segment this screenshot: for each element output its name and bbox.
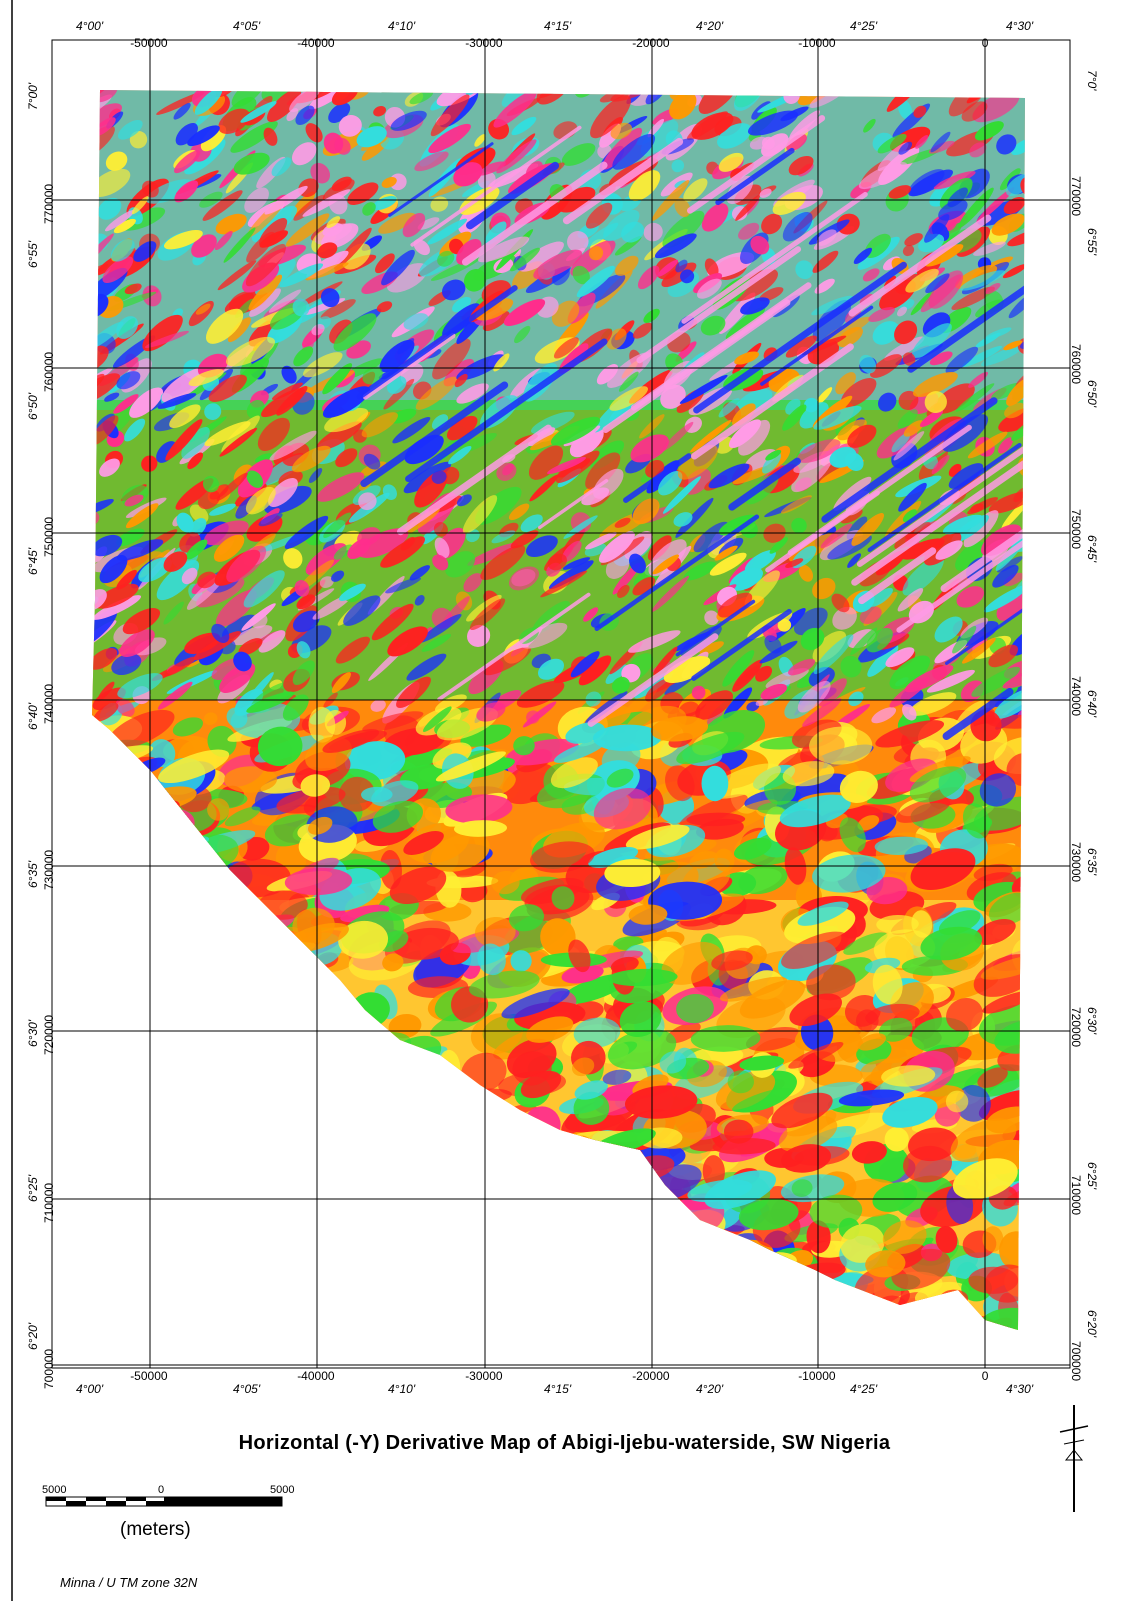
northing-tick-left: 700000 [42, 1349, 56, 1389]
longitude-tick-top: 4°20' [696, 19, 724, 33]
latitude-tick-left: 6°30' [26, 1019, 40, 1047]
scale-left-label: 5000 [42, 1484, 66, 1496]
magnetic-derivative-raster [92, 90, 1025, 1330]
map-frame [11, 0, 1071, 1601]
latitude-tick-left: 6°35' [26, 860, 40, 888]
longitude-tick-bottom: 4°15' [544, 1382, 572, 1396]
north-arrow-icon [1059, 1405, 1089, 1512]
latitude-tick-right: 6°40' [1085, 690, 1099, 718]
northing-tick-right: 710000 [1069, 1175, 1083, 1215]
longitude-tick-top: 4°05' [233, 19, 261, 33]
latitude-tick-right: 6°45' [1085, 535, 1099, 563]
latitude-tick-right: 6°50' [1085, 380, 1099, 408]
map-title: Horizontal (-Y) Derivative Map of Abigi-… [238, 1432, 891, 1454]
longitude-tick-bottom: 4°05' [233, 1382, 261, 1396]
longitude-tick-bottom: 4°00' [76, 1382, 104, 1396]
longitude-tick-bottom: 4°30' [1006, 1382, 1034, 1396]
projection-label: Minna / U TM zone 32N [60, 1575, 198, 1590]
easting-tick-bottom: -50000 [130, 1369, 168, 1383]
utm-grid [52, 40, 1070, 1368]
northing-tick-right: 770000 [1069, 176, 1083, 216]
latitude-tick-left: 6°25' [26, 1174, 40, 1202]
northing-tick-right: 720000 [1069, 1007, 1083, 1047]
northing-tick-right: 740000 [1069, 676, 1083, 716]
latitude-tick-left: 7°00' [26, 82, 40, 110]
northing-tick-left: 710000 [42, 1183, 56, 1223]
northing-tick-left: 770000 [42, 184, 56, 224]
longitude-tick-top: 4°30' [1006, 19, 1034, 33]
longitude-tick-top: 4°10' [388, 19, 416, 33]
easting-tick-bottom: -10000 [798, 1369, 836, 1383]
longitude-tick-bottom: 4°25' [850, 1382, 878, 1396]
latitude-tick-left: 6°40' [26, 702, 40, 730]
northing-tick-left: 760000 [42, 352, 56, 392]
latitude-tick-right: 6°35' [1085, 848, 1099, 876]
northing-tick-left: 730000 [42, 850, 56, 890]
latitude-tick-right: 6°55' [1085, 228, 1099, 256]
easting-tick-bottom: -40000 [297, 1369, 335, 1383]
latitude-tick-right: 6°25' [1085, 1162, 1099, 1190]
northing-tick-left: 750000 [42, 517, 56, 557]
scale-center-label: 0 [158, 1484, 164, 1496]
latitude-tick-right: 6°20' [1085, 1310, 1099, 1338]
easting-tick-top: -10000 [798, 36, 836, 50]
northing-tick-right: 700000 [1069, 1341, 1083, 1381]
easting-tick-top: 0 [982, 36, 989, 50]
scale-right-label: 5000 [270, 1484, 294, 1496]
easting-tick-bottom: -30000 [465, 1369, 503, 1383]
longitude-tick-top: 4°25' [850, 19, 878, 33]
latitude-tick-left: 6°50' [26, 392, 40, 420]
easting-tick-top: -40000 [297, 36, 335, 50]
easting-tick-bottom: 0 [982, 1369, 989, 1383]
scale-bar: 5000 0 5000 [42, 1484, 294, 1507]
northing-tick-right: 760000 [1069, 344, 1083, 384]
easting-tick-top: -30000 [465, 36, 503, 50]
easting-tick-top: -20000 [632, 36, 670, 50]
northing-tick-right: 730000 [1069, 842, 1083, 882]
longitude-tick-top: 4°00' [76, 19, 104, 33]
scale-units: (meters) [120, 1519, 191, 1540]
northing-tick-right: 750000 [1069, 509, 1083, 549]
longitude-tick-bottom: 4°20' [696, 1382, 724, 1396]
latitude-tick-right: 7°0' [1085, 70, 1099, 91]
easting-tick-bottom: -20000 [632, 1369, 670, 1383]
easting-tick-top: -50000 [130, 36, 168, 50]
latitude-tick-left: 6°55' [26, 240, 40, 268]
latitude-tick-left: 6°20' [26, 1322, 40, 1350]
longitude-tick-bottom: 4°10' [388, 1382, 416, 1396]
northing-tick-left: 740000 [42, 684, 56, 724]
latitude-tick-right: 6°30' [1085, 1007, 1099, 1035]
northing-tick-left: 720000 [42, 1015, 56, 1055]
tick-labels: 4°00' 4°00' 4°05' 4°05' 4°10' 4°10' 4°15' 4°15'… [26, 19, 1099, 1396]
longitude-tick-top: 4°15' [544, 19, 572, 33]
latitude-tick-left: 6°45' [26, 547, 40, 575]
